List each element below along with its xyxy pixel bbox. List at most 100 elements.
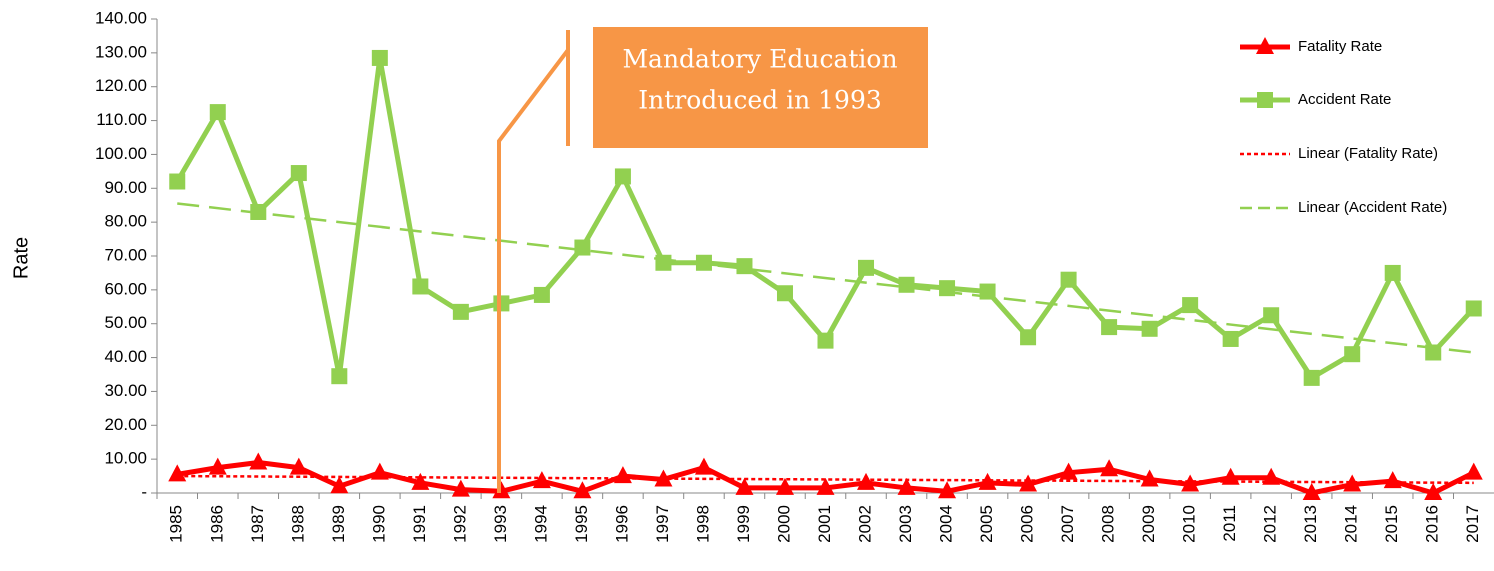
x-tick-label: 2010 — [1180, 505, 1199, 543]
x-tick-label: 2017 — [1463, 505, 1482, 543]
marker — [1424, 483, 1443, 500]
x-tick-label: 2007 — [1058, 505, 1077, 543]
y-tick-label: 30.00 — [104, 381, 147, 400]
legend-label: Accident Rate — [1298, 91, 1391, 108]
marker — [1344, 346, 1361, 363]
marker — [654, 469, 673, 487]
marker — [1262, 467, 1281, 485]
marker — [655, 254, 672, 271]
marker — [451, 479, 470, 497]
legend-label: Linear (Accident Rate) — [1298, 199, 1447, 216]
y-tick-label: 140.00 — [95, 8, 147, 27]
marker — [1101, 319, 1118, 336]
x-tick-label: 2012 — [1261, 505, 1280, 543]
marker — [1020, 329, 1037, 346]
annotation-leader — [497, 48, 570, 493]
y-tick-label: 10.00 — [104, 449, 147, 468]
marker — [614, 168, 631, 185]
x-tick-label: 1992 — [450, 505, 469, 543]
marker — [371, 49, 388, 66]
marker — [1263, 307, 1280, 324]
marker — [1384, 264, 1401, 281]
x-tick-label: 2003 — [896, 505, 915, 543]
marker — [209, 104, 226, 121]
marker — [938, 481, 957, 499]
x-tick-label: 1987 — [248, 505, 267, 543]
marker — [1222, 330, 1239, 347]
marker — [573, 481, 592, 499]
marker — [1060, 271, 1077, 288]
marker — [249, 452, 268, 470]
marker — [1019, 474, 1038, 492]
marker — [897, 477, 916, 495]
x-tick-label: 2004 — [937, 505, 956, 543]
x-tick-label: 2009 — [1139, 505, 1158, 543]
marker — [533, 286, 550, 303]
marker — [574, 239, 591, 256]
marker — [898, 276, 915, 293]
marker — [411, 472, 430, 490]
marker — [492, 481, 511, 499]
x-tick-label: 2014 — [1342, 505, 1361, 543]
y-tick-label: 130.00 — [95, 42, 147, 61]
marker — [412, 278, 429, 295]
x-tick-label: 2002 — [855, 505, 874, 543]
y-tick-label: 90.00 — [104, 178, 147, 197]
y-tick-label: 20.00 — [104, 415, 147, 434]
marker — [168, 464, 187, 482]
marker — [1464, 462, 1483, 480]
marker — [1257, 92, 1273, 108]
legend-label: Fatality Rate — [1298, 38, 1382, 55]
marker — [939, 280, 956, 297]
x-tick-label: 1998 — [693, 505, 712, 543]
y-tick-label: 80.00 — [104, 212, 147, 231]
marker — [1181, 474, 1200, 492]
marker — [978, 472, 997, 490]
marker — [695, 254, 712, 271]
marker — [290, 165, 307, 182]
x-tick-label: 2013 — [1301, 505, 1320, 543]
legend-label: Linear (Fatality Rate) — [1298, 145, 1438, 162]
y-tick-label: 110.00 — [96, 110, 147, 129]
x-tick-label: 1999 — [734, 505, 753, 543]
marker — [331, 368, 348, 385]
marker — [1383, 471, 1402, 489]
trendline — [177, 202, 1474, 354]
x-tick-label: 2006 — [1018, 505, 1037, 543]
annotation-text: Introduced in 1993 — [638, 86, 882, 115]
x-tick-label: 1997 — [653, 505, 672, 543]
marker — [330, 476, 349, 494]
x-tick-label: 1995 — [572, 505, 591, 543]
x-tick-label: 1994 — [531, 505, 550, 543]
annotation-text: Mandatory Education — [622, 45, 897, 74]
x-tick-label: 2005 — [977, 505, 996, 543]
marker — [208, 457, 227, 475]
marker — [816, 477, 835, 495]
y-tick-label: 40.00 — [104, 347, 147, 366]
marker — [858, 259, 875, 276]
y-tick-label: 50.00 — [104, 313, 147, 332]
marker — [1465, 300, 1482, 317]
y-tick-label: 70.00 — [104, 245, 147, 264]
marker — [289, 457, 308, 475]
axes: - 10.00 20.00 30.00 40.00 50.00 60.00 70.00 80.0… — [95, 8, 1494, 543]
y-axis-label: Rate — [10, 237, 32, 279]
trendline — [177, 474, 1474, 485]
marker — [1140, 469, 1159, 487]
marker — [736, 258, 753, 275]
marker — [1100, 459, 1119, 477]
marker — [1182, 297, 1199, 314]
y-tick-label: - — [141, 482, 147, 501]
x-tick-label: 1990 — [369, 505, 388, 543]
marker — [532, 471, 551, 489]
x-tick-label: 2015 — [1382, 505, 1401, 543]
x-tick-label: 1989 — [329, 505, 348, 543]
y-tick-label: 60.00 — [104, 279, 147, 298]
marker — [1343, 474, 1362, 492]
marker — [817, 332, 834, 349]
marker — [1425, 344, 1442, 361]
marker — [1141, 320, 1158, 337]
marker — [735, 477, 754, 495]
marker — [1302, 483, 1321, 500]
